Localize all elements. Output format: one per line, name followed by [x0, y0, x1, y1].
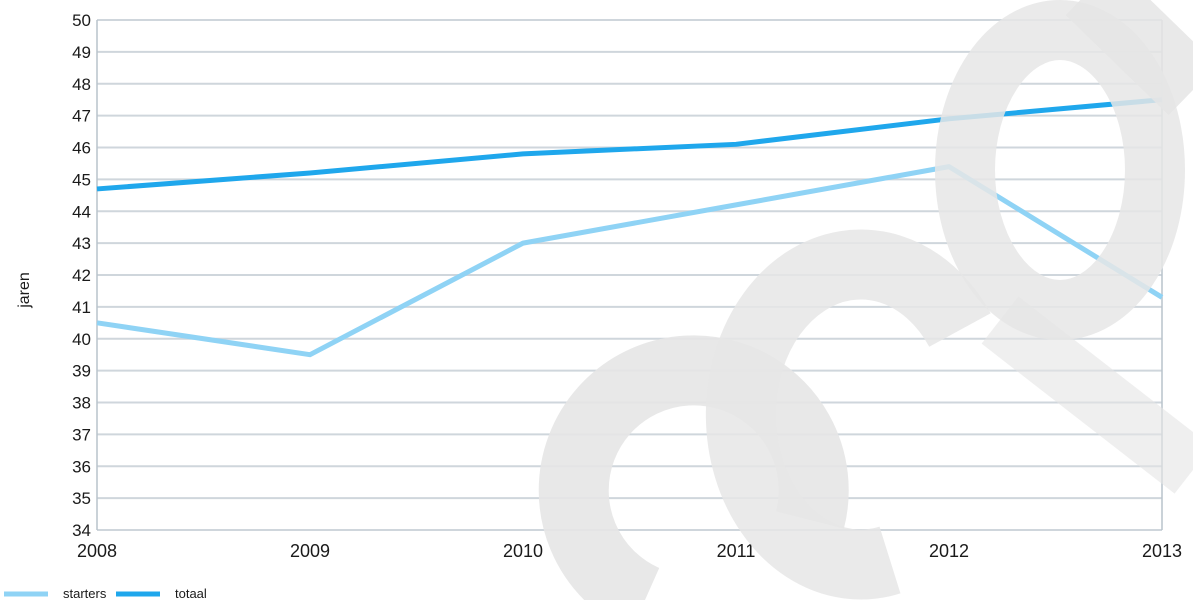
x-tick-label: 2008 [77, 541, 117, 561]
y-tick-label: 38 [72, 394, 91, 413]
y-tick-label: 41 [72, 298, 91, 317]
y-tick-label: 50 [72, 11, 91, 30]
y-tick-label: 46 [72, 139, 91, 158]
legend-label: totaal [175, 586, 207, 600]
y-tick-label: 37 [72, 425, 91, 444]
y-tick-label: 36 [72, 457, 91, 476]
y-tick-label: 34 [72, 521, 91, 540]
y-tick-label: 43 [72, 234, 91, 253]
y-tick-label: 42 [72, 266, 91, 285]
x-tick-label: 2009 [290, 541, 330, 561]
y-tick-label: 47 [72, 107, 91, 126]
legend: starters totaal [4, 586, 207, 600]
x-tick-label: 2011 [717, 541, 756, 561]
watermark-p-stroke [981, 296, 1193, 494]
legend-label: starters [63, 586, 107, 600]
watermark-c-shape [538, 335, 849, 600]
watermark-p-bowl [935, 0, 1185, 340]
y-axis-label: jaren [16, 272, 33, 309]
y-axis-ticks: 34 35 36 37 38 39 40 41 42 43 44 45 46 47 48 49 50 [72, 11, 91, 540]
y-tick-label: 48 [72, 75, 91, 94]
x-axis-ticks: 2008 2009 2010 2011 2012 2013 [77, 541, 1182, 561]
y-tick-label: 45 [72, 170, 91, 189]
watermark-e-shape [705, 229, 991, 600]
y-tick-label: 49 [72, 43, 91, 62]
x-tick-label: 2012 [929, 541, 969, 561]
y-tick-label: 35 [72, 489, 91, 508]
y-tick-label: 39 [72, 362, 91, 381]
y-tick-label: 40 [72, 330, 91, 349]
x-tick-label: 2010 [503, 541, 543, 561]
y-tick-label: 44 [72, 202, 91, 221]
watermark-logo [538, 0, 1193, 600]
watermark-p-stem [1065, 0, 1193, 116]
x-tick-label: 2013 [1142, 541, 1182, 561]
